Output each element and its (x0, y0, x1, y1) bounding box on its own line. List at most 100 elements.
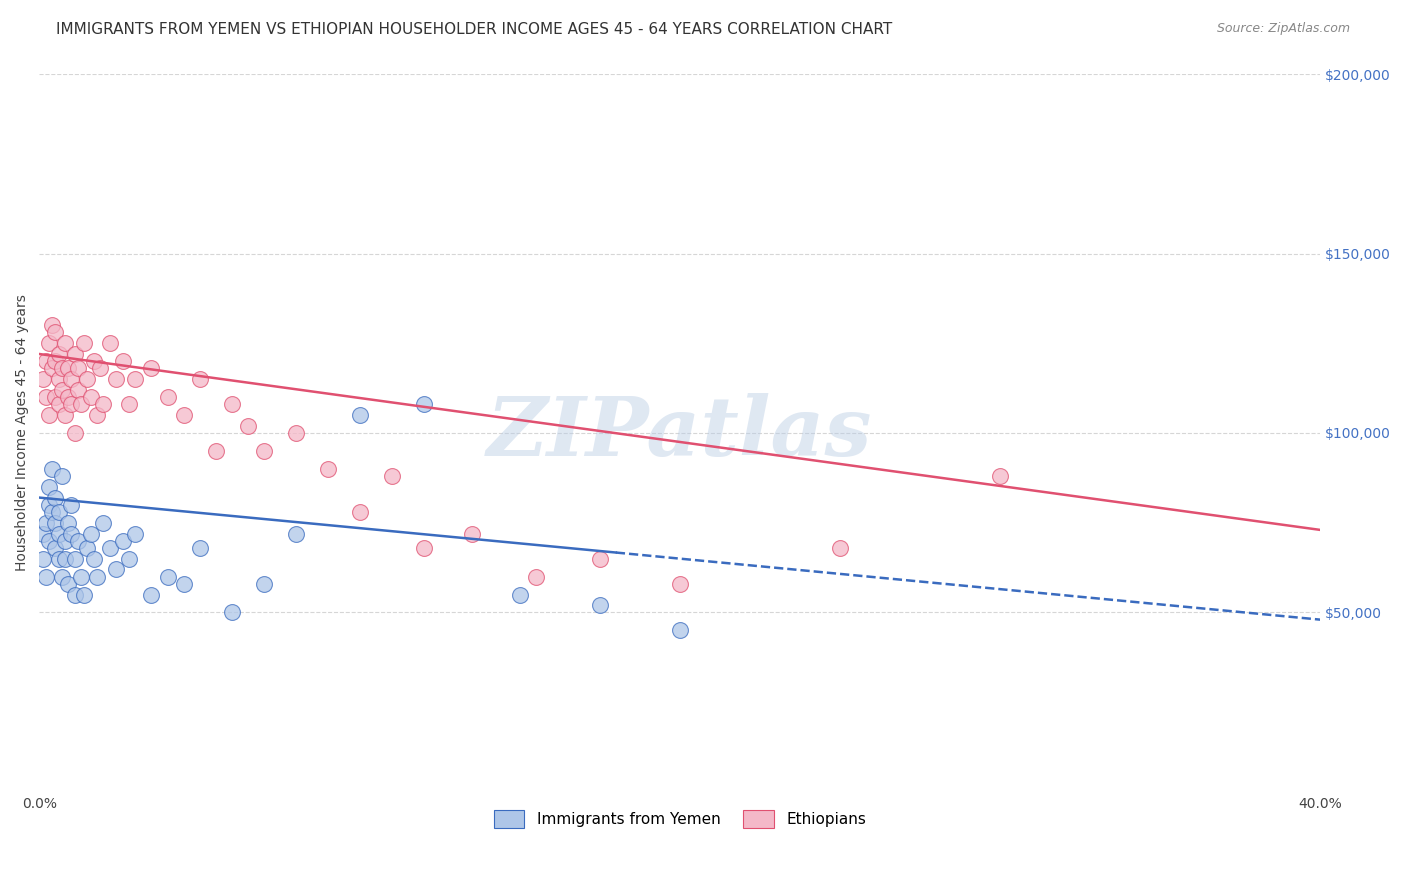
Point (66, 383, 89, 397)
Point (35, 516, 58, 530)
Point (51, 569, 73, 583)
Point (221, 397, 243, 411)
Point (51, 383, 73, 397)
Point (48, 526, 70, 541)
Point (156, 390, 179, 404)
Point (83, 551, 105, 566)
Point (79, 526, 101, 541)
Point (79, 390, 101, 404)
Point (76, 372, 98, 386)
Point (252, 576, 274, 591)
Point (381, 469, 404, 483)
Point (124, 526, 146, 541)
Point (53, 336, 76, 351)
Point (412, 541, 434, 555)
Point (111, 354, 134, 368)
Point (48, 397, 70, 411)
Point (48, 505, 70, 519)
Point (589, 599, 612, 613)
Point (412, 397, 434, 411)
Point (60, 498, 83, 512)
Point (48, 551, 70, 566)
Point (31, 372, 53, 386)
Point (58, 390, 80, 404)
Point (236, 418, 259, 433)
Point (70, 569, 93, 583)
Point (38, 336, 60, 351)
Point (44, 390, 66, 404)
Point (105, 562, 128, 576)
Point (141, 361, 163, 376)
Point (93, 397, 115, 411)
Point (41, 462, 63, 476)
Point (111, 533, 134, 548)
Point (53, 408, 76, 422)
Point (460, 526, 482, 541)
Point (204, 444, 226, 458)
Point (93, 516, 115, 530)
Point (141, 588, 163, 602)
Point (38, 480, 60, 494)
Text: IMMIGRANTS FROM YEMEN VS ETHIOPIAN HOUSEHOLDER INCOME AGES 45 - 64 YEARS CORRELA: IMMIGRANTS FROM YEMEN VS ETHIOPIAN HOUSE… (56, 22, 893, 37)
Point (349, 408, 371, 422)
Point (35, 354, 58, 368)
Point (124, 372, 146, 386)
Point (66, 533, 89, 548)
Point (73, 588, 96, 602)
Point (669, 576, 692, 591)
Point (284, 526, 307, 541)
Point (44, 326, 66, 340)
Point (89, 361, 111, 376)
Point (173, 408, 195, 422)
Point (60, 526, 83, 541)
Point (44, 516, 66, 530)
Point (44, 541, 66, 555)
Point (589, 551, 612, 566)
Point (98, 336, 121, 351)
Legend: Immigrants from Yemen, Ethiopians: Immigrants from Yemen, Ethiopians (488, 804, 872, 835)
Point (509, 588, 531, 602)
Point (31, 551, 53, 566)
Point (188, 541, 211, 555)
Point (41, 505, 63, 519)
Point (669, 624, 692, 638)
Point (98, 541, 121, 555)
Point (105, 372, 128, 386)
Point (35, 569, 58, 583)
Point (63, 588, 86, 602)
Point (41, 318, 63, 333)
Point (118, 551, 141, 566)
Text: Source: ZipAtlas.com: Source: ZipAtlas.com (1216, 22, 1350, 36)
Point (66, 361, 89, 376)
Point (38, 533, 60, 548)
Point (63, 425, 86, 440)
Point (58, 516, 80, 530)
Point (988, 469, 1011, 483)
Point (252, 444, 274, 458)
Point (86, 408, 108, 422)
Point (31, 526, 53, 541)
Point (76, 541, 98, 555)
Point (118, 397, 141, 411)
Point (44, 354, 66, 368)
Point (73, 336, 96, 351)
Point (173, 576, 195, 591)
Point (349, 505, 371, 519)
Point (188, 372, 211, 386)
Point (51, 361, 73, 376)
Text: ZIPatlas: ZIPatlas (486, 393, 873, 473)
Point (35, 390, 58, 404)
Point (60, 397, 83, 411)
Point (83, 354, 105, 368)
Point (51, 469, 73, 483)
Point (58, 361, 80, 376)
Point (48, 347, 70, 361)
Point (38, 498, 60, 512)
Point (63, 551, 86, 566)
Point (316, 462, 339, 476)
Point (38, 408, 60, 422)
Point (63, 347, 86, 361)
Point (221, 606, 243, 620)
Point (48, 372, 70, 386)
Y-axis label: Householder Income Ages 45 - 64 years: Householder Income Ages 45 - 64 years (15, 294, 30, 572)
